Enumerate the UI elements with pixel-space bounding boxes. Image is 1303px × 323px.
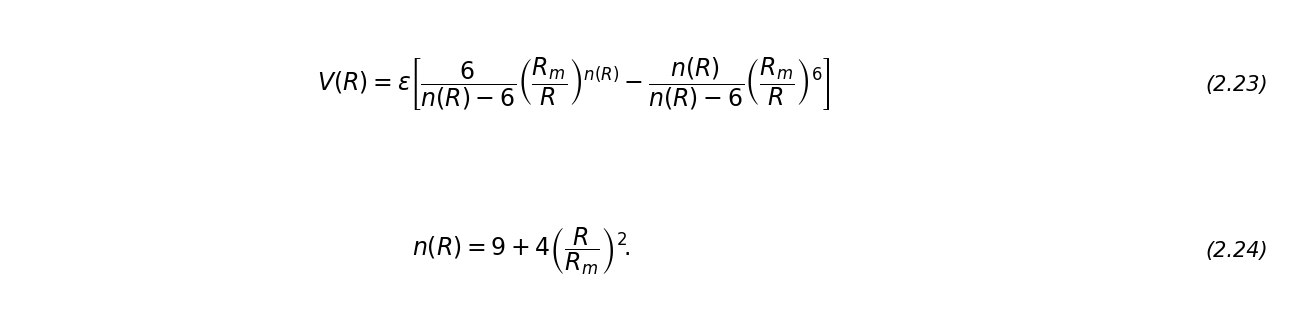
Text: $V(R) = \varepsilon \left[ \dfrac{6}{n(R)-6} \left( \dfrac{R_m}{R} \right)^{n(R): $V(R) = \varepsilon \left[ \dfrac{6}{n(R… <box>317 56 830 113</box>
Text: (2.23): (2.23) <box>1205 75 1268 95</box>
Text: $n(R) = 9 + 4 \left( \dfrac{R}{R_m} \right)^{2}\!.$: $n(R) = 9 + 4 \left( \dfrac{R}{R_m} \rig… <box>412 225 631 277</box>
Text: (2.24): (2.24) <box>1205 241 1268 261</box>
